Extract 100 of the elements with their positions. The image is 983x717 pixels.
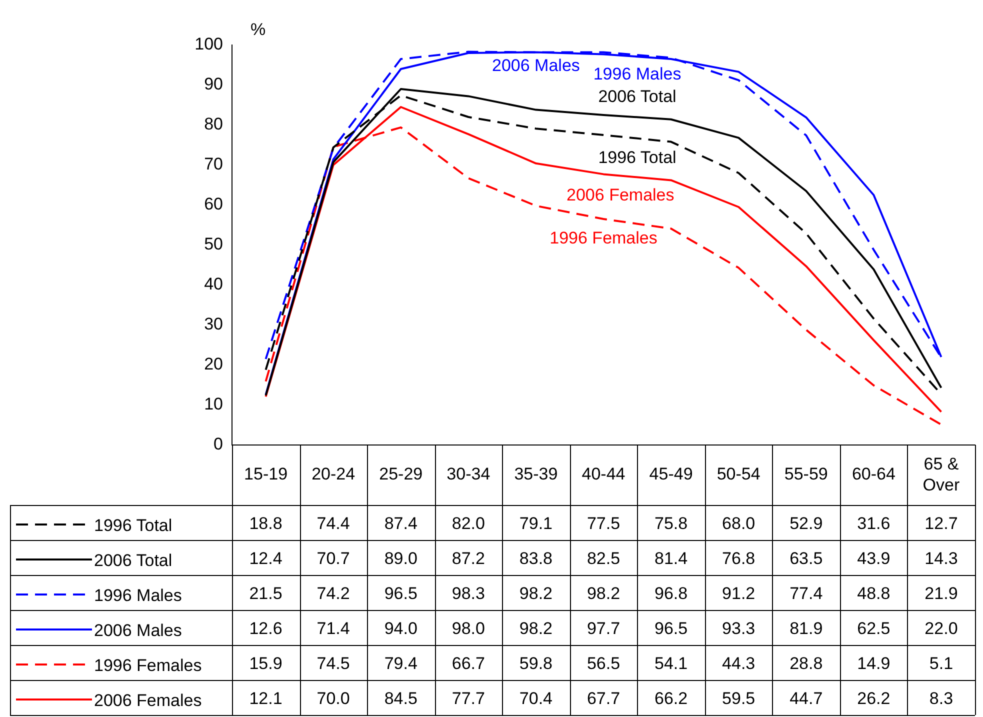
y-tick-label: 40: [204, 274, 223, 294]
data-label: 82.5: [586, 549, 620, 568]
x-tick-label: 50-54: [716, 464, 760, 484]
text: 2006 Total: [598, 86, 676, 106]
y-tick-label: 80: [204, 114, 223, 134]
data-label: 48.8: [857, 584, 890, 604]
data-label: 31.6: [857, 514, 890, 534]
data-label: 66.7: [452, 654, 485, 674]
data-label: 12.1: [249, 689, 282, 708]
x-tick-label: 55-59: [784, 464, 828, 484]
data-label: 70.0: [316, 689, 350, 708]
data-label: 43.9: [857, 549, 890, 568]
data-label: 63.5: [790, 549, 823, 568]
data-label: 98.2: [519, 584, 552, 604]
data-label: 81.4: [654, 549, 688, 568]
x-tick-label: 25-29: [379, 464, 423, 484]
data-label: 98.0: [452, 619, 485, 638]
legend-label: 1996 Total: [94, 516, 172, 536]
data-label: 98.2: [519, 619, 552, 638]
data-label: 74.2: [316, 584, 350, 604]
data-label: 26.2: [857, 689, 890, 708]
text: 2006 Females: [566, 185, 674, 204]
legend-label: 2006 Total: [94, 551, 172, 570]
legend-label: 1996 Males: [94, 586, 182, 606]
data-label: 59.5: [722, 689, 756, 708]
y-tick-label: 20: [204, 354, 223, 374]
y-tick-label: 100: [194, 34, 223, 54]
y-tick-label: 90: [204, 74, 223, 94]
y-axis-title: %: [250, 20, 266, 40]
data-label: 54.1: [654, 654, 688, 674]
data-label: 98.2: [586, 584, 620, 604]
data-label: 93.3: [722, 619, 756, 638]
y-tick-label: 10: [204, 394, 223, 414]
data-label: 98.3: [452, 584, 485, 604]
y-tick-label: 0: [214, 434, 223, 454]
data-label: 52.9: [790, 514, 823, 534]
data-label: 77.5: [586, 514, 620, 534]
data-label: 68.0: [722, 514, 756, 534]
data-label: 21.5: [249, 584, 282, 604]
data-label: 59.8: [519, 654, 552, 674]
data-label: 76.8: [722, 549, 756, 568]
data-label: 96.8: [654, 584, 688, 604]
data-label: 75.8: [654, 514, 688, 534]
data-label: 62.5: [857, 619, 890, 638]
data-label: 91.2: [722, 584, 756, 604]
data-label: 87.2: [452, 549, 485, 568]
x-tick-label: 60-64: [852, 464, 896, 484]
data-label: 89.0: [384, 549, 418, 568]
y-tick-label: 60: [204, 194, 223, 214]
data-label: 70.7: [316, 549, 350, 568]
data-label: 79.4: [384, 654, 418, 674]
data-label: 74.4: [316, 514, 350, 534]
text: 2006 Males: [492, 56, 580, 75]
data-label: 96.5: [654, 619, 688, 638]
x-tick-label: 40-44: [582, 464, 626, 484]
data-label: 12.4: [249, 549, 282, 568]
data-label: 96.5: [384, 584, 418, 604]
data-label: 14.9: [857, 654, 890, 674]
data-label: 44.7: [790, 689, 823, 708]
data-label: 79.1: [519, 514, 552, 534]
data-label: 12.7: [924, 514, 958, 534]
data-label: 67.7: [586, 689, 620, 708]
data-label: 56.5: [586, 654, 620, 674]
data-label: 28.8: [790, 654, 823, 674]
y-tick-label: 30: [204, 314, 223, 334]
data-label: 14.3: [924, 549, 958, 568]
x-tick-label: 20-24: [312, 464, 356, 484]
data-label: 87.4: [384, 514, 418, 534]
y-tick-label: 70: [204, 154, 223, 174]
data-label: 22.0: [924, 619, 958, 638]
data-label: 21.9: [924, 584, 958, 604]
x-tick-label: 45-49: [649, 464, 693, 484]
legend-label: 2006 Females: [94, 691, 202, 710]
data-label: 5.1: [929, 654, 954, 674]
data-label: 12.6: [249, 619, 282, 638]
text: 1996 Total: [598, 148, 676, 168]
data-label: 15.9: [249, 654, 282, 674]
data-label: 81.9: [790, 619, 823, 638]
data-label: 97.7: [586, 619, 620, 638]
data-label: 84.5: [384, 689, 418, 708]
data-label: 44.3: [722, 654, 756, 674]
data-label: 8.3: [929, 689, 954, 708]
text: 1996 Males: [593, 64, 682, 84]
legend-label: 2006 Males: [94, 621, 182, 640]
data-label: 18.8: [249, 514, 282, 534]
data-label: 74.5: [316, 654, 350, 674]
data-label: 71.4: [316, 619, 350, 638]
x-tick-label: 35-39: [514, 464, 558, 484]
data-label: 83.8: [519, 549, 552, 568]
data-label: 70.4: [519, 689, 552, 708]
data-label: 82.0: [452, 514, 485, 534]
data-label: 94.0: [384, 619, 418, 638]
data-label: 66.2: [654, 689, 688, 708]
data-label: 77.7: [452, 689, 485, 708]
x-tick-label: 30-34: [446, 464, 490, 484]
x-tick-label: 15-19: [244, 464, 288, 484]
legend-label: 1996 Females: [94, 656, 202, 676]
text: 1996 Females: [550, 228, 658, 248]
y-tick-label: 50: [204, 234, 223, 254]
x-tick-label: 65 & Over: [922, 454, 960, 495]
